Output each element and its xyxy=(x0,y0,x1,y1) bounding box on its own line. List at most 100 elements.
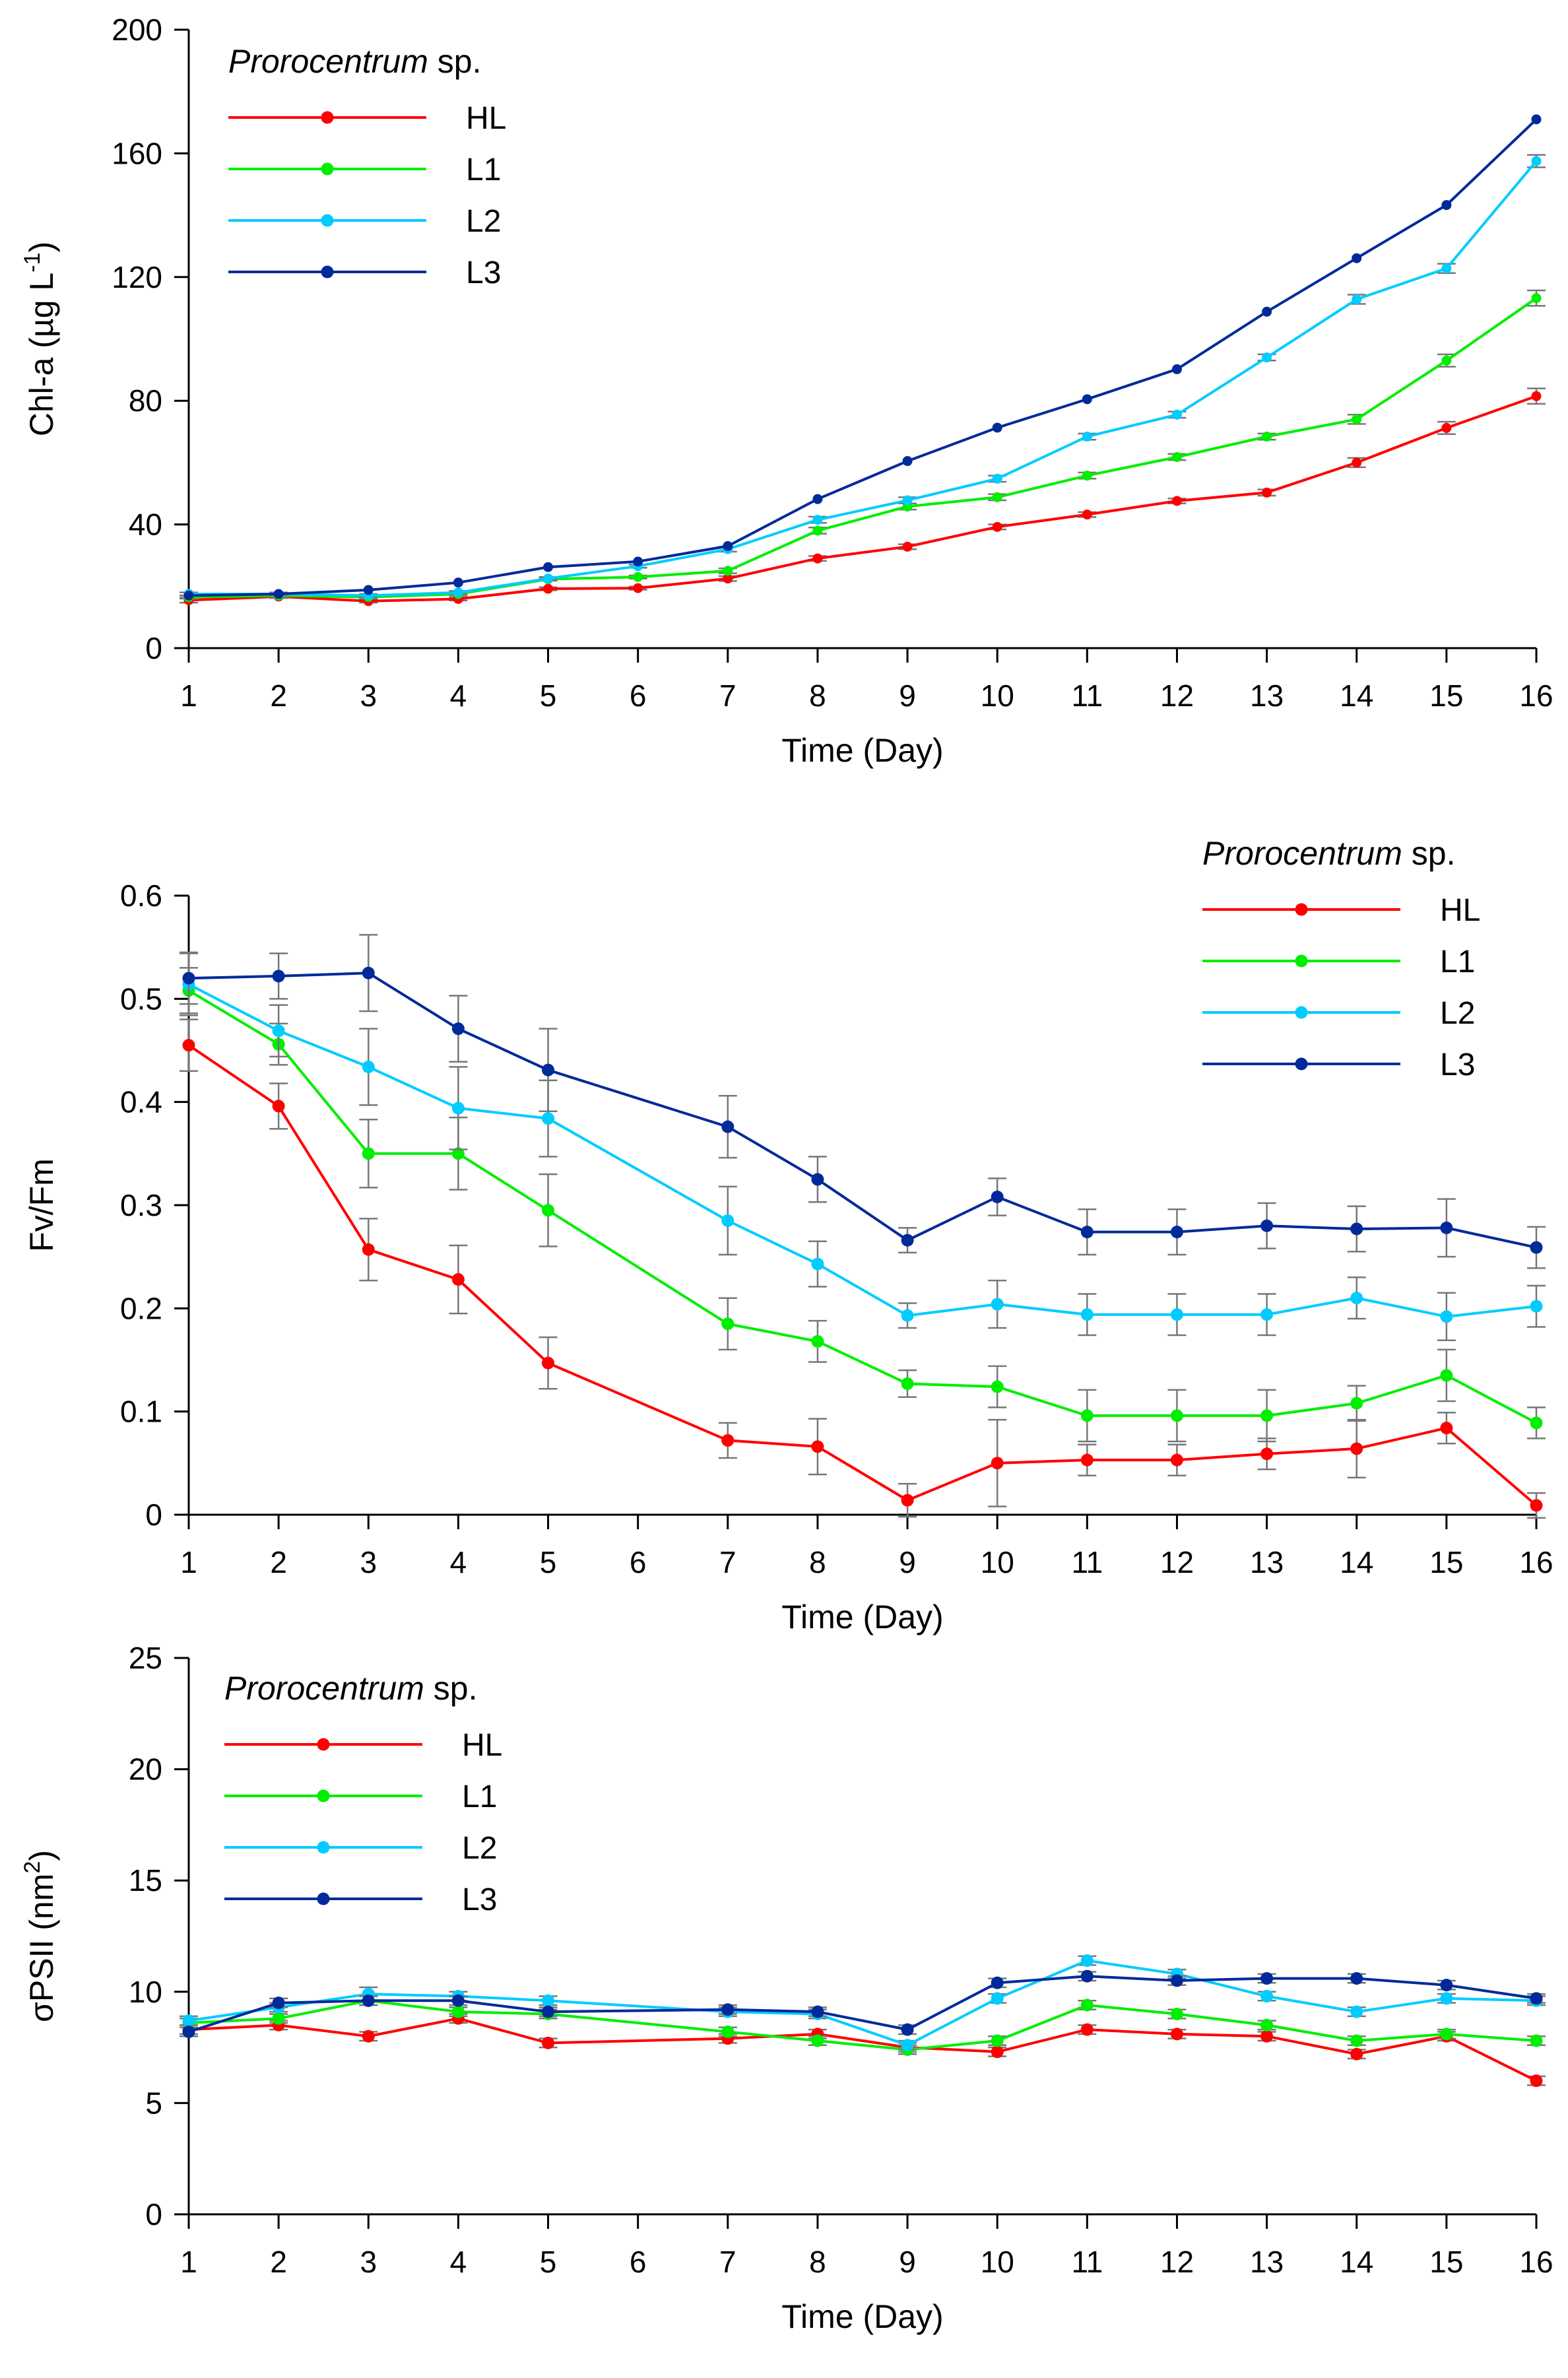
data-point xyxy=(811,1173,824,1186)
x-tick-label: 2 xyxy=(270,1545,287,1579)
x-tick-label: 11 xyxy=(1071,678,1103,713)
legend-title-rest: sp. xyxy=(424,1670,478,1707)
data-point xyxy=(1080,1998,1094,2012)
series-line xyxy=(188,395,1537,603)
data-point xyxy=(991,1380,1004,1393)
data-point xyxy=(1530,1241,1543,1254)
y-tick-label: 160 xyxy=(112,136,162,170)
data-point xyxy=(1350,1292,1363,1305)
data-point xyxy=(1171,496,1182,506)
x-axis-title: Time (Day) xyxy=(781,1599,943,1635)
series-line xyxy=(188,118,1538,597)
legend-swatch-marker xyxy=(317,1789,330,1802)
legend-swatch-marker xyxy=(317,1841,330,1854)
y-axis-title: Chl-a (µg L-1) xyxy=(20,242,60,436)
legend: Prorocentrum sp. HL L1 L2 L3 xyxy=(1202,835,1480,1082)
data-point xyxy=(901,2023,914,2036)
x-tick-label: 13 xyxy=(1250,1545,1284,1579)
series-HL xyxy=(180,2012,1546,2088)
y-axis-title-part: ) xyxy=(23,242,60,253)
y-axis-title-part: σPSII (nm xyxy=(23,1874,60,2022)
x-tick-label: 7 xyxy=(719,678,736,713)
data-point xyxy=(1350,1222,1363,1236)
data-point xyxy=(721,1120,735,1133)
data-point xyxy=(1260,1219,1274,1232)
x-tick-label: 6 xyxy=(630,678,647,713)
data-point xyxy=(1530,2074,1543,2088)
data-point xyxy=(1350,1972,1363,1985)
x-tick-label: 1 xyxy=(180,1545,197,1579)
x-tick-label: 8 xyxy=(809,1545,826,1579)
data-point xyxy=(272,2012,285,2025)
data-point xyxy=(811,2005,824,2018)
data-point xyxy=(1080,1453,1094,1467)
data-point xyxy=(902,456,913,467)
legend-title-rest: sp. xyxy=(428,43,482,80)
series-line xyxy=(187,989,1537,1424)
data-point xyxy=(1170,1308,1183,1321)
data-point xyxy=(1440,1221,1453,1234)
x-tick-label: 10 xyxy=(981,1545,1014,1579)
legend-entry-label: HL xyxy=(462,1728,502,1763)
x-tick-label: 16 xyxy=(1519,1545,1553,1579)
data-point xyxy=(1082,510,1092,520)
y-tick-label: 0.1 xyxy=(120,1395,162,1429)
series-line xyxy=(189,160,1538,597)
legend-title: Prorocentrum sp. xyxy=(228,43,481,80)
legend-entry-label: L2 xyxy=(462,1831,497,1866)
data-point xyxy=(272,1100,285,1113)
data-point xyxy=(1170,2028,1183,2041)
data-point xyxy=(362,1147,375,1160)
series-L1 xyxy=(180,967,1546,1443)
y-tick-label: 5 xyxy=(145,2086,162,2120)
data-point xyxy=(1531,114,1542,125)
data-point xyxy=(1350,1397,1363,1410)
x-tick-label: 2 xyxy=(270,2245,287,2279)
data-point xyxy=(542,2005,555,2018)
data-point xyxy=(542,1204,555,1217)
data-point xyxy=(1530,1416,1543,1430)
y-tick-label: 0.2 xyxy=(120,1291,162,1325)
data-point xyxy=(1441,263,1452,274)
x-tick-label: 8 xyxy=(809,678,826,713)
legend-entry-label: L3 xyxy=(462,1882,497,1917)
data-point xyxy=(1082,394,1092,405)
data-point xyxy=(1082,471,1092,481)
data-point xyxy=(811,2034,824,2047)
data-point xyxy=(543,562,554,572)
data-point xyxy=(992,473,1002,484)
series-L1 xyxy=(180,289,1546,603)
series-L3 xyxy=(183,114,1542,601)
data-point xyxy=(721,1214,735,1227)
x-tick-label: 12 xyxy=(1160,2245,1194,2279)
series-L2 xyxy=(180,952,1546,1342)
y-tick-label: 200 xyxy=(112,13,162,47)
data-point xyxy=(1441,355,1452,366)
data-point xyxy=(1080,1409,1094,1422)
data-point xyxy=(901,1494,914,1507)
x-tick-label: 13 xyxy=(1250,678,1284,713)
data-point xyxy=(992,422,1002,433)
data-point xyxy=(1170,1453,1183,1467)
data-point xyxy=(991,2034,1004,2047)
data-point xyxy=(1260,1447,1274,1461)
y-tick-label: 0 xyxy=(145,631,162,665)
data-point xyxy=(451,1022,465,1036)
data-point xyxy=(542,1112,555,1125)
data-point xyxy=(992,521,1002,532)
data-point xyxy=(721,2025,735,2038)
y-tick-label: 0 xyxy=(145,2197,162,2231)
x-tick-label: 1 xyxy=(180,678,197,713)
data-point xyxy=(182,2025,195,2038)
data-point xyxy=(1260,2018,1274,2031)
data-point xyxy=(1262,306,1272,317)
y-tick-label: 0.5 xyxy=(120,981,162,1016)
series-line xyxy=(188,983,1537,1318)
x-tick-label: 3 xyxy=(360,2245,377,2279)
legend: Prorocentrum sp. HL L1 L2 L3 xyxy=(228,43,506,290)
data-point xyxy=(543,574,554,584)
data-point xyxy=(1080,2023,1094,2036)
data-point xyxy=(901,1234,914,1247)
x-tick-label: 5 xyxy=(540,2245,557,2279)
